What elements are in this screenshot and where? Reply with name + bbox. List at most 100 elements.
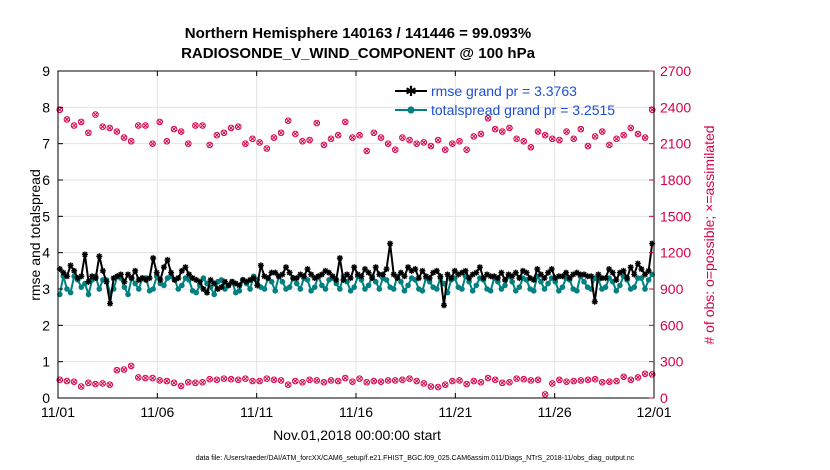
- obs-possible-point: [85, 129, 92, 137]
- obs-possible-point: [363, 378, 371, 386]
- totalspread-point: [645, 277, 652, 283]
- obs-assimilated-point: [192, 380, 198, 386]
- obs-assimilated-point: [549, 136, 555, 142]
- obs-assimilated-point: [214, 132, 220, 138]
- obs-assimilated-point: [221, 130, 227, 136]
- obs-assimilated-point: [292, 131, 298, 137]
- obs-assimilated-point: [100, 124, 106, 130]
- x-tick-label: 11/01: [41, 404, 75, 420]
- obs-assimilated-point: [485, 375, 491, 381]
- obs-assimilated-point: [542, 132, 548, 138]
- obs-assimilated-point: [564, 129, 570, 135]
- obs-assimilated-point: [435, 384, 441, 390]
- chart-title-line1: Northern Hemisphere 140163 / 141446 = 99…: [185, 25, 531, 42]
- obs-possible-point: [341, 118, 349, 126]
- obs-possible-point: [548, 380, 556, 387]
- obs-possible-point: [349, 134, 356, 141]
- obs-assimilated-point: [285, 118, 291, 124]
- obs-possible-point: [63, 377, 71, 385]
- obs-possible-point: [313, 377, 321, 384]
- obs-assimilated-point: [307, 377, 313, 383]
- rmse-point: [300, 273, 307, 280]
- obs-assimilated-point: [535, 377, 541, 383]
- obs-assimilated-point: [613, 378, 620, 384]
- obs-possible-point: [220, 129, 228, 137]
- rmse-point: [110, 275, 117, 282]
- obs-assimilated-point: [328, 136, 334, 142]
- obs-assimilated-point: [271, 135, 277, 141]
- obs-assimilated-point: [564, 379, 570, 385]
- rmse-point: [383, 266, 390, 273]
- obs-assimilated-point: [471, 133, 477, 139]
- obs-assimilated-point: [478, 131, 484, 137]
- obs-possible-point: [106, 381, 114, 388]
- totalspread-point: [433, 286, 440, 292]
- x-tick-label: 11/21: [438, 404, 472, 420]
- rmse-point: [606, 266, 613, 273]
- obs-possible-point: [456, 377, 463, 384]
- obs-assimilated-point: [164, 138, 170, 144]
- obs-assimilated-point: [499, 129, 505, 135]
- obs-assimilated-point: [249, 136, 256, 142]
- obs-assimilated-point: [606, 379, 612, 385]
- obs-possible-point: [356, 375, 363, 382]
- obs-assimilated-point: [521, 138, 527, 144]
- rmse-point: [265, 275, 272, 282]
- rmse-point: [247, 276, 254, 283]
- obs-assimilated-point: [128, 363, 134, 369]
- rmse-point: [484, 271, 491, 278]
- rmse-point: [609, 269, 616, 276]
- rmse-point: [63, 273, 70, 280]
- obs-possible-point: [377, 134, 385, 141]
- obs-possible-point: [213, 131, 221, 139]
- obs-possible-point: [648, 371, 656, 378]
- obs-assimilated-point: [135, 374, 141, 380]
- rmse-point: [537, 271, 544, 278]
- rmse-point: [168, 269, 175, 276]
- obs-assimilated-point: [121, 135, 127, 141]
- obs-possible-point: [399, 134, 406, 141]
- rmse-point: [117, 271, 124, 278]
- rmse-point: [290, 275, 297, 282]
- obs-possible-point: [413, 377, 420, 385]
- rmse-point: [225, 282, 232, 289]
- obs-possible-point: [163, 377, 171, 385]
- rmse-point: [178, 267, 185, 274]
- obs-assimilated-point: [378, 135, 384, 141]
- totalspread-point: [297, 286, 304, 292]
- totalspread-point: [322, 286, 329, 292]
- rmse-point: [620, 267, 627, 274]
- obs-assimilated-point: [307, 137, 313, 143]
- obs-assimilated-point: [64, 378, 70, 384]
- rmse-point: [394, 275, 401, 282]
- obs-assimilated-point: [599, 379, 605, 385]
- obs-assimilated-point: [371, 378, 377, 384]
- totalspread-point: [581, 278, 587, 285]
- rmse-point: [333, 276, 340, 283]
- obs-possible-point: [634, 130, 642, 138]
- rmse-point: [437, 273, 444, 280]
- obs-assimilated-point: [478, 379, 484, 385]
- legend-spread-label: totalspread grand pr = 3.2515: [431, 102, 615, 118]
- obs-possible-point: [127, 362, 135, 370]
- rmse-point: [221, 278, 228, 285]
- totalspread-point: [473, 282, 480, 289]
- totalspread-point: [487, 288, 494, 294]
- rmse-point: [570, 271, 577, 278]
- rmse-point: [293, 275, 300, 282]
- rmse-point: [315, 273, 322, 280]
- rmse-point: [598, 275, 605, 282]
- rmse-point: [545, 269, 552, 276]
- rmse-point: [211, 280, 218, 287]
- obs-assimilated-point: [171, 380, 177, 386]
- rmse-point: [304, 266, 311, 273]
- obs-possible-point: [327, 377, 335, 384]
- rmse-point: [204, 289, 210, 296]
- obs-assimilated-point: [292, 378, 298, 384]
- x-tick-label: 11/06: [140, 404, 174, 420]
- x-tick-label: 11/16: [339, 404, 373, 420]
- totalspread-point: [642, 286, 648, 292]
- obs-assimilated-point: [506, 379, 513, 385]
- obs-assimilated-point: [285, 382, 291, 388]
- obs-possible-point: [220, 375, 228, 382]
